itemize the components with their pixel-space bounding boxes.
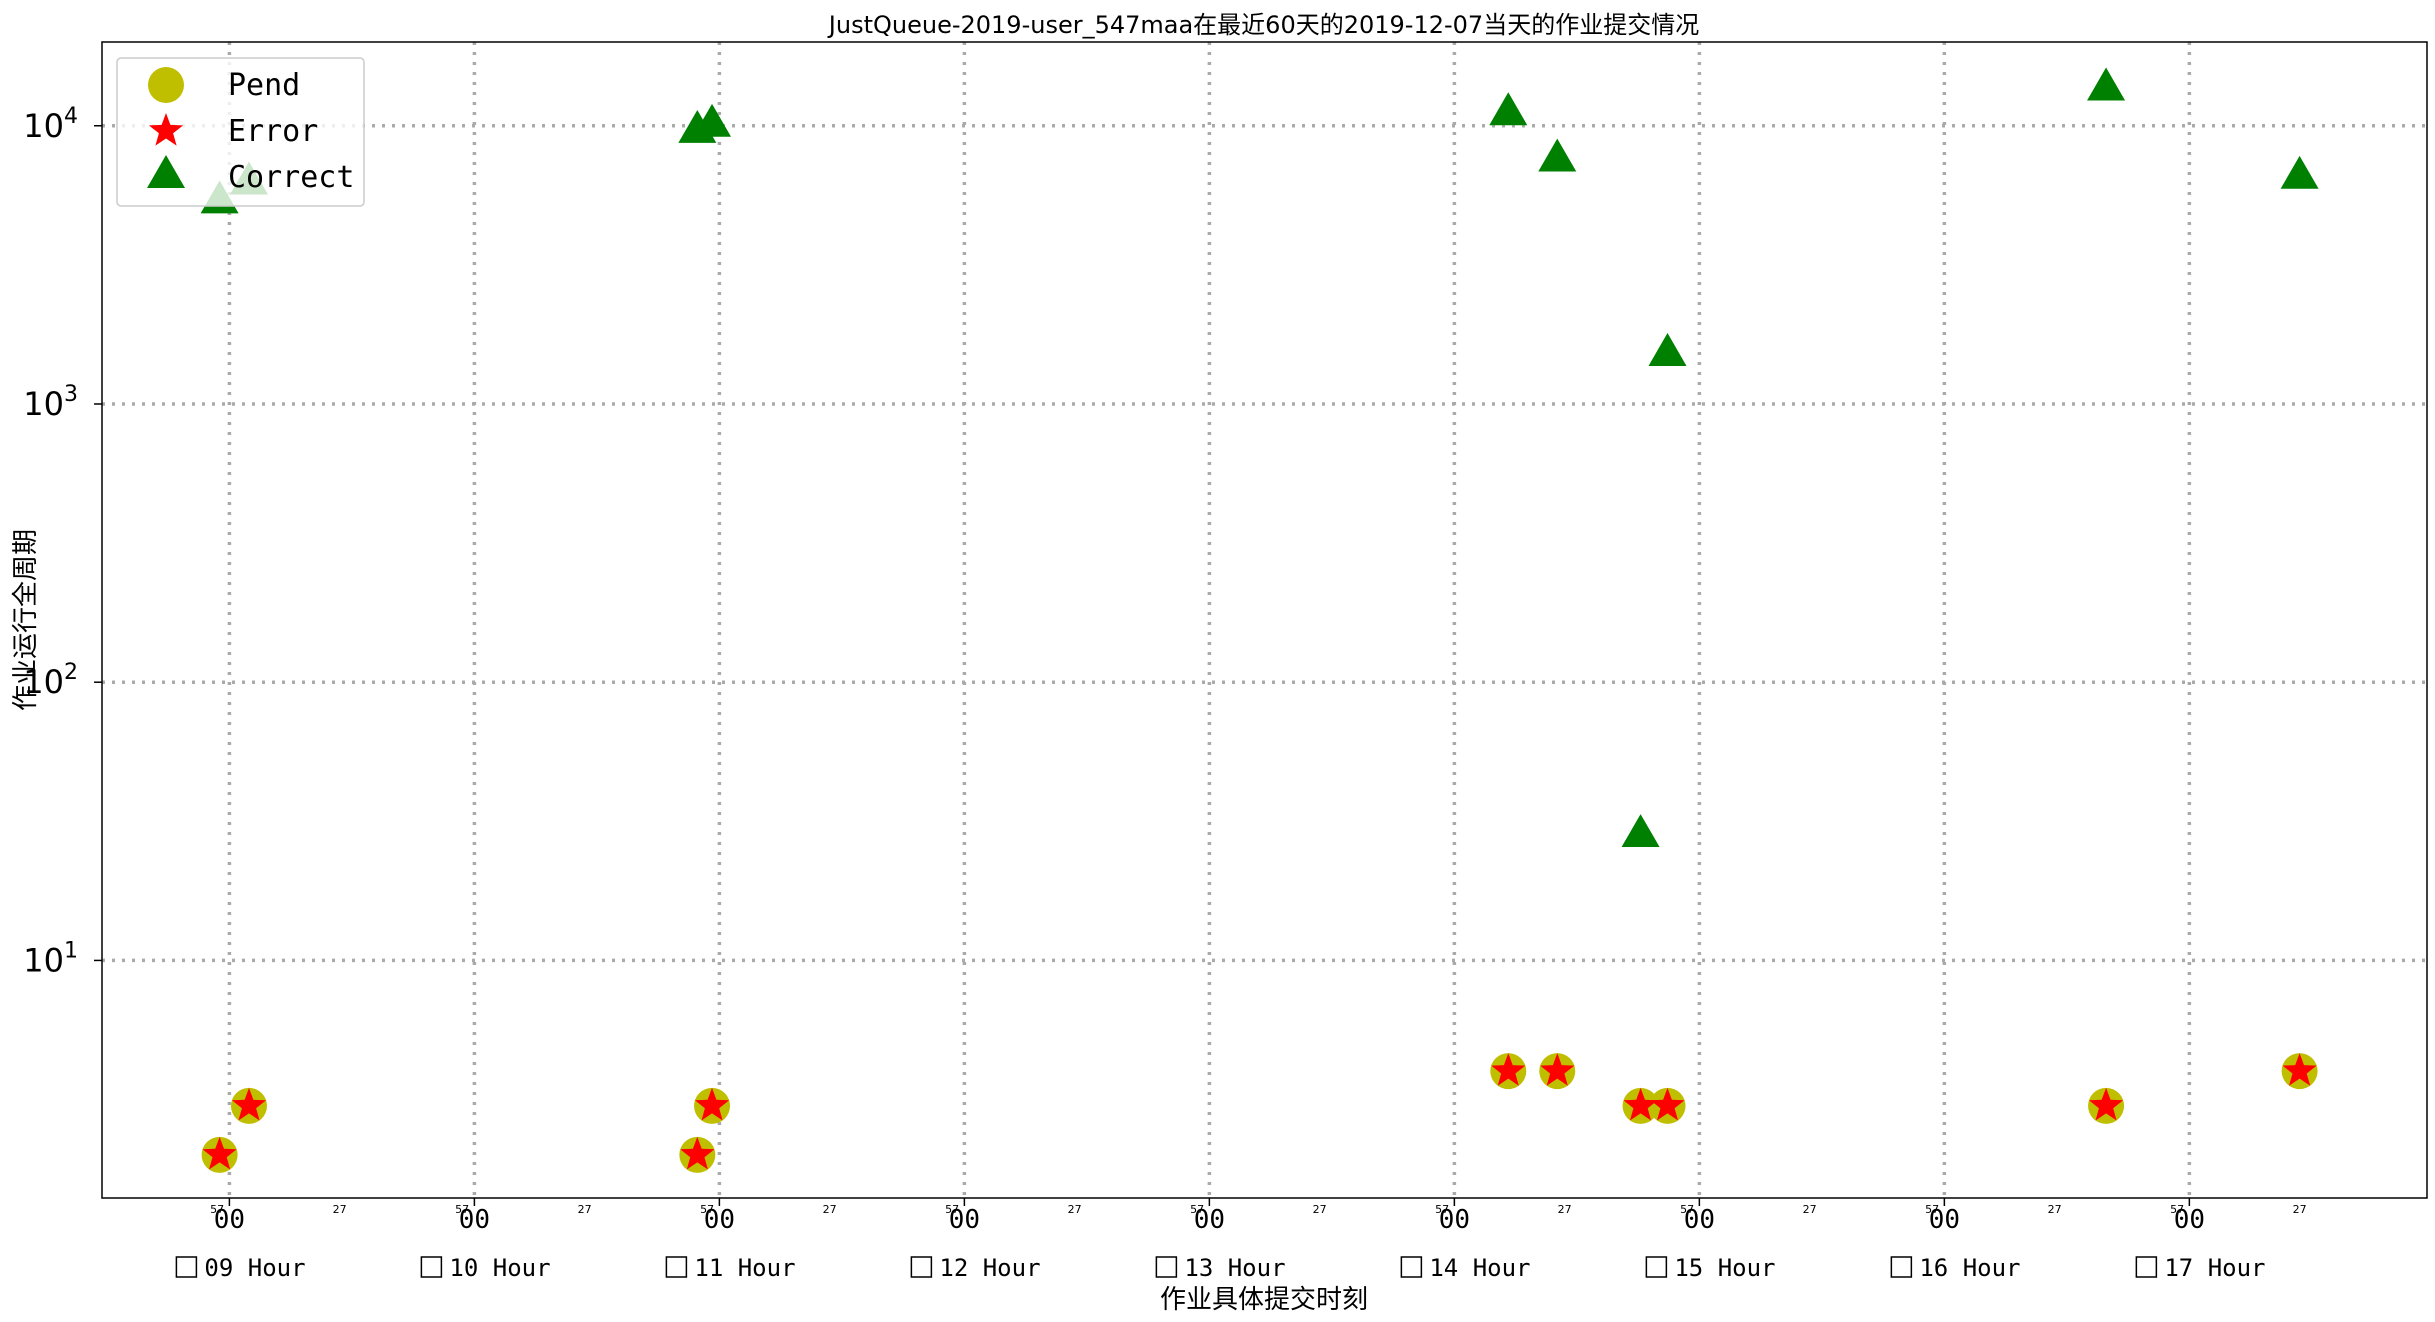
y-tick-base: 10 xyxy=(23,663,64,701)
hour-checkbox-row: 09 Hour 10 Hour 11 Hour 12 Hour 13 Hour 14 Ho… xyxy=(175,1254,2266,1282)
x-minor-tick-label: 57 xyxy=(700,1203,714,1216)
legend-label: Error xyxy=(228,114,318,149)
grid-lines xyxy=(102,42,2427,1198)
hour-checkbox-label: 14 Hour xyxy=(1429,1254,1530,1282)
legend-label: Correct xyxy=(228,160,354,195)
hour-checkbox-label: 17 Hour xyxy=(2164,1254,2265,1282)
error-marker xyxy=(231,1087,267,1121)
legend-error-marker xyxy=(148,113,184,146)
hour-checkbox-box xyxy=(1400,1256,1423,1278)
x-major-tick-label: 00 xyxy=(1684,1205,1715,1235)
x-major-tick-label: 00 xyxy=(2174,1205,2205,1235)
x-major-tick-label: 00 xyxy=(704,1205,735,1235)
correct-marker xyxy=(2087,67,2126,101)
hour-checkbox-box xyxy=(1155,1256,1178,1278)
correct-marker xyxy=(1489,92,1528,126)
error-marker xyxy=(1623,1087,1658,1121)
x-minor-tick-label: 27 xyxy=(2048,1203,2062,1216)
hour-checkbox-label: 16 Hour xyxy=(1919,1254,2020,1282)
hour-checkbox-label: 10 Hour xyxy=(449,1254,550,1282)
x-minor-tick-label: 57 xyxy=(1190,1203,1204,1216)
chart-title: JustQueue-2019-user_547maa在最近60天的2019-12… xyxy=(827,11,1699,39)
y-tick-label: 102 xyxy=(23,660,78,701)
hour-checkbox-label: 09 Hour xyxy=(204,1254,305,1282)
x-major-tick-label: 00 xyxy=(1194,1205,1225,1235)
y-tick-exponent: 3 xyxy=(64,382,78,407)
x-minor-tick-label: 57 xyxy=(1435,1203,1449,1216)
x-major-tick-label: 00 xyxy=(1439,1205,1470,1235)
x-major-tick-label: 00 xyxy=(214,1205,245,1235)
legend-correct-marker xyxy=(147,155,185,188)
y-tick-label: 104 xyxy=(23,104,78,145)
error-marker xyxy=(2282,1053,2317,1086)
y-tick-base: 10 xyxy=(23,385,64,423)
error-marker xyxy=(680,1136,715,1170)
y-tick-exponent: 1 xyxy=(64,938,78,963)
plot-area-frame xyxy=(101,41,2428,1199)
hour-checkbox-box xyxy=(175,1256,198,1278)
y-tick-exponent: 4 xyxy=(64,104,78,129)
hour-checkbox-label: 13 Hour xyxy=(1184,1254,1285,1282)
error-marker xyxy=(202,1136,237,1170)
hour-checkbox-box xyxy=(1645,1256,1668,1278)
x-minor-tick-label: 27 xyxy=(2293,1203,2307,1216)
x-axis-label: 作业具体提交时刻 xyxy=(1160,1285,1368,1315)
hour-checkbox-box xyxy=(910,1256,933,1278)
error-marker xyxy=(1650,1087,1685,1121)
x-minor-tick-label: 57 xyxy=(455,1203,469,1216)
error-marker xyxy=(1491,1053,1526,1086)
x-minor-tick-label: 27 xyxy=(823,1203,837,1216)
legend: Pend Error Correct xyxy=(116,57,365,207)
correct-marker xyxy=(2280,155,2319,189)
x-major-tick-label: 00 xyxy=(1929,1205,1960,1235)
x-minor-tick-label: 27 xyxy=(1068,1203,1082,1216)
y-tick-exponent: 2 xyxy=(64,660,78,685)
x-major-tick-label: 00 xyxy=(459,1205,490,1235)
x-minor-tick-label: 57 xyxy=(210,1203,224,1216)
hour-checkbox-box xyxy=(420,1256,443,1278)
hour-checkbox-box xyxy=(2135,1256,2158,1278)
y-tick-label: 101 xyxy=(23,938,78,979)
error-marker xyxy=(2088,1087,2124,1121)
x-minor-tick-label: 57 xyxy=(1680,1203,1694,1216)
x-minor-tick-label: 27 xyxy=(333,1203,347,1216)
x-minor-tick-label: 57 xyxy=(1925,1203,1939,1216)
error-marker xyxy=(1540,1053,1575,1086)
y-tick-base: 10 xyxy=(23,941,64,979)
error-marker xyxy=(694,1087,730,1121)
x-minor-tick-label: 27 xyxy=(578,1203,592,1216)
hour-checkbox-box xyxy=(1890,1256,1913,1278)
correct-marker xyxy=(1538,138,1577,172)
x-minor-tick-label: 27 xyxy=(1558,1203,1572,1216)
x-major-tick-label: 00 xyxy=(949,1205,980,1235)
hour-checkbox-label: 15 Hour xyxy=(1674,1254,1775,1282)
x-minor-tick-label: 57 xyxy=(945,1203,959,1216)
x-minor-tick-label: 57 xyxy=(2170,1203,2184,1216)
legend-pend-marker xyxy=(148,67,184,103)
x-minor-tick-label: 27 xyxy=(1803,1203,1817,1216)
y-tick-label: 103 xyxy=(23,382,78,423)
legend-label: Pend xyxy=(228,68,300,103)
hour-checkbox-label: 11 Hour xyxy=(694,1254,795,1282)
hour-checkbox-box xyxy=(665,1256,688,1278)
hour-checkbox-label: 12 Hour xyxy=(939,1254,1040,1282)
correct-marker xyxy=(1648,333,1687,366)
x-minor-tick-label: 27 xyxy=(1313,1203,1327,1216)
correct-marker xyxy=(1621,814,1660,847)
y-axis-label: 作业运行全周期 xyxy=(11,529,41,711)
y-tick-base: 10 xyxy=(23,107,64,145)
correct-marker xyxy=(693,103,732,137)
